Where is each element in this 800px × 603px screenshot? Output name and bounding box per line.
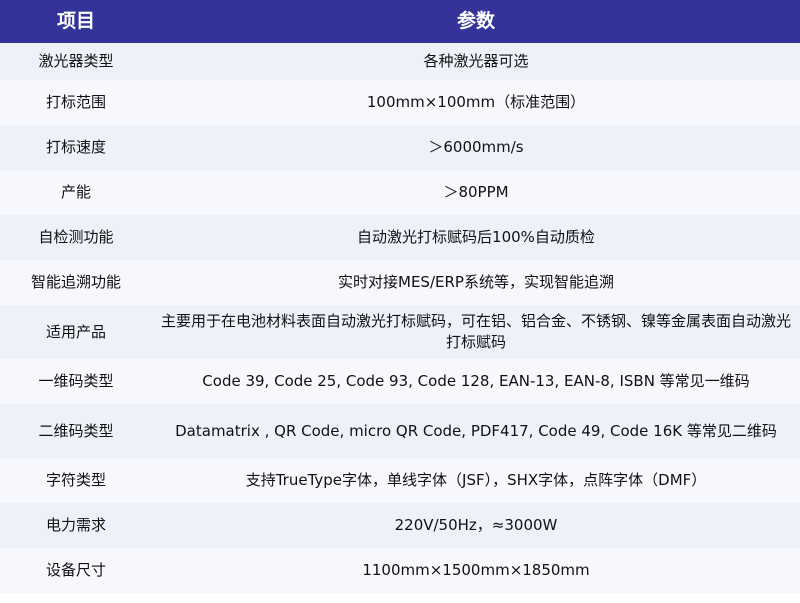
table-row: 打标速度 ＞6000mm/s <box>0 125 800 170</box>
table-row: 一维码类型 Code 39, Code 25, Code 93, Code 128… <box>0 359 800 404</box>
row-item: 字符类型 <box>0 458 152 503</box>
row-value: 自动激光打标赋码后100%自动质检 <box>152 215 800 260</box>
row-item: 智能追溯功能 <box>0 260 152 305</box>
row-value: Datamatrix , QR Code, micro QR Code, PDF… <box>152 404 800 458</box>
table-row: 字符类型 支持TrueType字体，单线字体（JSF），SHX字体，点阵字体（DM… <box>0 458 800 503</box>
row-value: 支持TrueType字体，单线字体（JSF），SHX字体，点阵字体（DMF） <box>152 458 800 503</box>
row-value: 1100mm×1500mm×1850mm <box>152 548 800 593</box>
table-row: 打标范围 100mm×100mm（标准范围） <box>0 80 800 125</box>
row-item: 一维码类型 <box>0 359 152 404</box>
table-row: 设备尺寸 1100mm×1500mm×1850mm <box>0 548 800 593</box>
row-item: 打标速度 <box>0 125 152 170</box>
table-row: 激光器类型 各种激光器可选 <box>0 43 800 80</box>
row-value: ＞6000mm/s <box>152 125 800 170</box>
row-item: 设备尺寸 <box>0 548 152 593</box>
row-item: 打标范围 <box>0 80 152 125</box>
row-item: 产能 <box>0 170 152 215</box>
row-item: 电力需求 <box>0 503 152 548</box>
table-row: 电力需求 220V/50Hz，≈3000W <box>0 503 800 548</box>
table-row: 产能 ＞80PPM <box>0 170 800 215</box>
row-item: 二维码类型 <box>0 404 152 458</box>
header-item: 项目 <box>0 0 152 43</box>
header-params: 参数 <box>152 0 800 43</box>
row-value: 实时对接MES/ERP系统等，实现智能追溯 <box>152 260 800 305</box>
row-item: 激光器类型 <box>0 43 152 80</box>
header-row: 项目 参数 <box>0 0 800 43</box>
row-value: 100mm×100mm（标准范围） <box>152 80 800 125</box>
row-value: 主要用于在电池材料表面自动激光打标赋码，可在铝、铝合金、不锈钢、镍等金属表面自动… <box>152 305 800 359</box>
table-row: 智能追溯功能 实时对接MES/ERP系统等，实现智能追溯 <box>0 260 800 305</box>
row-value: 220V/50Hz，≈3000W <box>152 503 800 548</box>
table-row: 自检测功能 自动激光打标赋码后100%自动质检 <box>0 215 800 260</box>
row-value: 各种激光器可选 <box>152 43 800 80</box>
row-item: 自检测功能 <box>0 215 152 260</box>
row-item: 适用产品 <box>0 305 152 359</box>
row-value: Code 39, Code 25, Code 93, Code 128, EAN… <box>152 359 800 404</box>
row-value: ＞80PPM <box>152 170 800 215</box>
table-row: 二维码类型 Datamatrix , QR Code, micro QR Code… <box>0 404 800 458</box>
table-row: 适用产品 主要用于在电池材料表面自动激光打标赋码，可在铝、铝合金、不锈钢、镍等金属… <box>0 305 800 359</box>
